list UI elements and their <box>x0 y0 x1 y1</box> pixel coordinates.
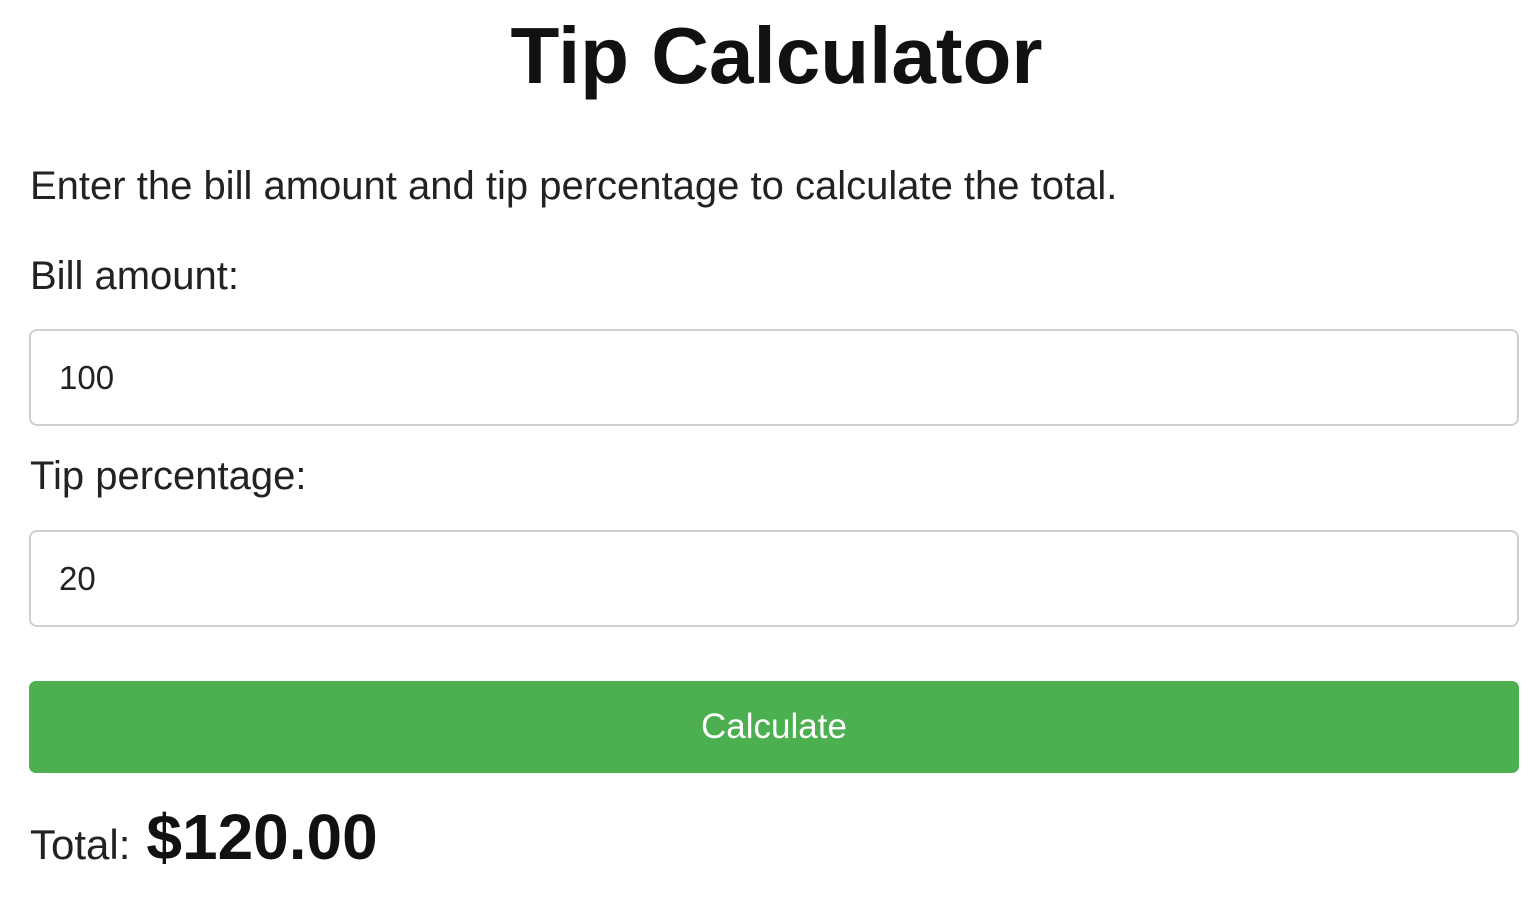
bill-amount-label: Bill amount: <box>30 254 239 298</box>
calculate-button[interactable]: Calculate <box>29 681 1519 773</box>
tip-percentage-label: Tip percentage: <box>30 454 307 498</box>
page-title: Tip Calculator <box>510 11 1043 100</box>
total-result: Total: $120.00 <box>30 800 378 880</box>
instructions-text: Enter the bill amount and tip percentage… <box>30 164 1118 208</box>
total-value: $120.00 <box>146 801 378 873</box>
tip-percentage-input[interactable] <box>29 530 1519 627</box>
bill-amount-input[interactable] <box>29 329 1519 426</box>
total-label: Total: <box>30 821 131 868</box>
